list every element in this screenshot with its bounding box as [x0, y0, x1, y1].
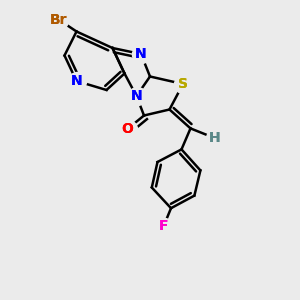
Text: N: N — [135, 47, 147, 61]
Text: F: F — [159, 220, 168, 233]
Text: Br: Br — [50, 13, 67, 26]
Text: N: N — [71, 74, 82, 88]
Text: O: O — [122, 122, 134, 136]
Text: N: N — [131, 89, 142, 103]
Text: H: H — [209, 131, 220, 145]
Text: N: N — [71, 74, 82, 88]
Text: O: O — [122, 122, 134, 136]
Text: N: N — [131, 89, 142, 103]
Text: H: H — [209, 131, 220, 145]
Text: Br: Br — [50, 13, 67, 26]
Text: N: N — [135, 47, 147, 61]
Text: S: S — [178, 77, 188, 91]
Text: F: F — [159, 220, 168, 233]
Text: S: S — [178, 77, 188, 91]
